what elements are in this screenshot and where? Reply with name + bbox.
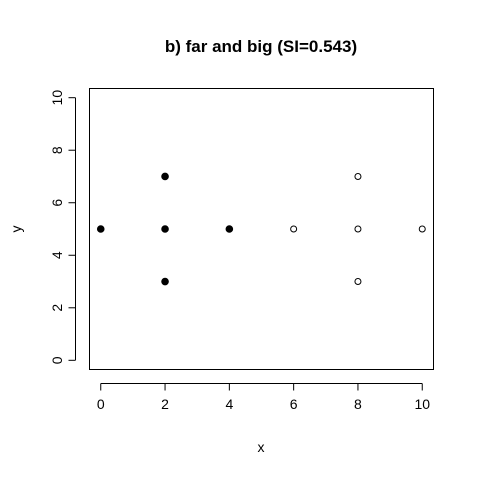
data-points bbox=[96, 172, 426, 286]
filled-point bbox=[161, 277, 169, 286]
filled-point bbox=[161, 172, 169, 181]
y-tick-label: 2 bbox=[49, 304, 65, 312]
x-tick-label: 10 bbox=[414, 396, 430, 412]
x-tick-label: 6 bbox=[290, 396, 298, 412]
open-point bbox=[418, 225, 426, 233]
y-tick-label: 8 bbox=[49, 146, 65, 154]
chart-title: b) far and big (SI=0.543) bbox=[165, 37, 357, 56]
x-axis-label: x bbox=[258, 439, 265, 455]
x-tick-label: 8 bbox=[354, 396, 362, 412]
x-tick-label: 0 bbox=[97, 396, 105, 412]
filled-point bbox=[96, 225, 105, 233]
open-point bbox=[354, 172, 362, 180]
open-point bbox=[354, 225, 362, 233]
y-tick-label: 10 bbox=[49, 90, 65, 106]
open-point bbox=[354, 278, 362, 286]
filled-point bbox=[225, 225, 234, 233]
x-tick-label: 2 bbox=[161, 396, 169, 412]
y-tick-label: 0 bbox=[49, 356, 65, 364]
y-axis: 0 2 4 6 8 10 bbox=[49, 90, 76, 364]
plot-frame bbox=[89, 88, 434, 370]
x-axis: 0 2 4 6 8 10 bbox=[97, 383, 430, 412]
y-tick-label: 4 bbox=[49, 251, 65, 259]
y-tick-label: 6 bbox=[49, 199, 65, 207]
open-point bbox=[290, 225, 298, 233]
x-tick-label: 4 bbox=[225, 396, 233, 412]
y-axis-label: y bbox=[8, 226, 24, 233]
filled-point bbox=[161, 225, 169, 233]
